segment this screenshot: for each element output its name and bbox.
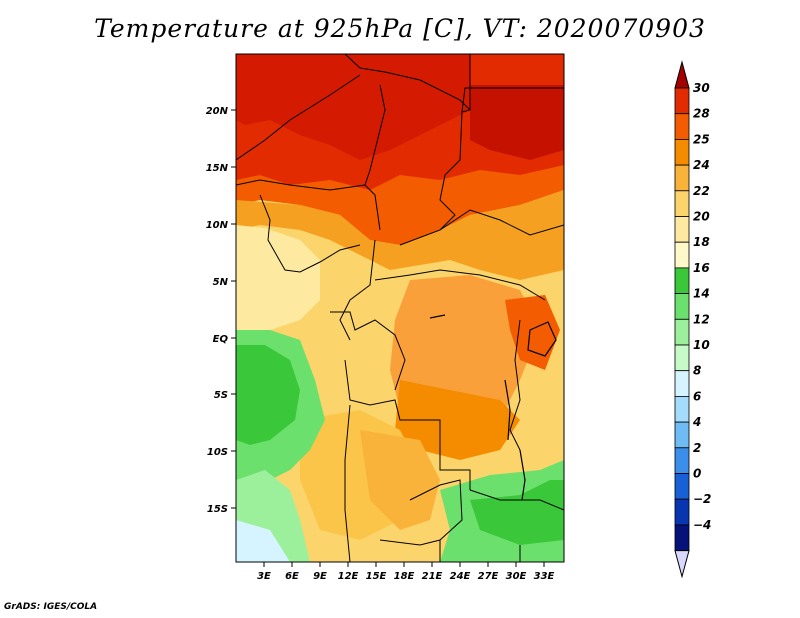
colorbar-swatch — [674, 190, 690, 217]
lon-tick-label: 27E — [478, 571, 499, 582]
grads-credit: GrADS: IGES/COLA — [4, 602, 98, 612]
colorbar-swatch — [674, 87, 690, 115]
colorbar-label: 25 — [693, 132, 710, 146]
lon-tick-label: 24E — [450, 571, 471, 582]
temperature-field — [236, 54, 564, 562]
colorbar-swatch — [674, 498, 690, 526]
colorbar-label: 22 — [693, 184, 710, 198]
colorbar-swatch — [674, 524, 690, 552]
colorbar-label: −2 — [693, 492, 711, 506]
colorbar-swatch — [674, 370, 690, 397]
lon-tick-label: 15E — [366, 571, 387, 582]
colorbar-label: 30 — [693, 81, 710, 95]
lat-tick-label: 15S — [207, 504, 228, 515]
colorbar-label: 8 — [693, 364, 701, 378]
colorbar-label: 2 — [693, 441, 701, 455]
lat-tick-label: EQ — [213, 334, 229, 345]
map-title: Temperature at 925hPa [C], VT: 202007090… — [94, 14, 706, 43]
colorbar-swatch — [674, 241, 690, 269]
lon-tick-label: 6E — [285, 571, 299, 582]
colorbar-label: 28 — [693, 107, 710, 121]
colorbar-arrow-top — [674, 60, 690, 89]
map-frame — [235, 53, 565, 563]
colorbar-swatch — [674, 395, 690, 423]
colorbar-label: 16 — [693, 261, 710, 275]
colorbar-label: −4 — [693, 518, 711, 532]
colorbar-label: 18 — [693, 235, 710, 249]
lat-tick-label: 10S — [207, 447, 228, 458]
colorbar-swatch — [674, 267, 690, 294]
colorbar-swatch — [674, 293, 690, 320]
colorbar-label: 10 — [693, 338, 710, 352]
lon-tick-label: 12E — [338, 571, 359, 582]
lon-tick-label: 30E — [506, 571, 527, 582]
lon-tick-label: 3E — [257, 571, 271, 582]
colorbar-swatch — [674, 447, 690, 474]
lakes — [429, 314, 557, 501]
colorbar-arrow-bottom — [674, 550, 690, 579]
lon-axis: 3E 6E 9E 12E 15E 18E 21E 24E 27E 30E 33E — [257, 562, 555, 582]
colorbar-label: 12 — [693, 312, 710, 326]
lat-axis: 20N 15N 10N 5N EQ 5S 10S 15S — [206, 106, 236, 515]
colorbar-swatch — [674, 473, 690, 500]
colorbar-swatch — [674, 318, 690, 346]
lat-tick-label: 5S — [214, 390, 228, 401]
colorbar-label: 24 — [693, 158, 710, 172]
colorbar-swatch — [674, 164, 690, 192]
colorbar-swatch — [674, 421, 690, 449]
lon-tick-label: 18E — [394, 571, 415, 582]
colorbar-swatch — [674, 113, 690, 140]
colorbar-swatch — [674, 216, 690, 243]
lat-tick-label: 15N — [206, 163, 229, 174]
lon-tick-label: 33E — [534, 571, 555, 582]
colorbar-label: 6 — [693, 389, 701, 403]
lon-tick-label: 9E — [313, 571, 327, 582]
lat-tick-label: 10N — [206, 220, 229, 231]
country-borders — [236, 54, 564, 562]
lat-tick-label: 5N — [213, 277, 229, 288]
colorbar-label: 20 — [693, 210, 710, 224]
colorbar-label: 14 — [693, 287, 710, 301]
colorbar-label: 0 — [693, 467, 701, 481]
colorbar-swatch — [674, 138, 690, 166]
lon-tick-label: 21E — [422, 571, 443, 582]
colorbar-swatch — [674, 344, 690, 372]
lat-tick-label: 20N — [206, 106, 229, 117]
colorbar-label: 4 — [692, 415, 701, 429]
